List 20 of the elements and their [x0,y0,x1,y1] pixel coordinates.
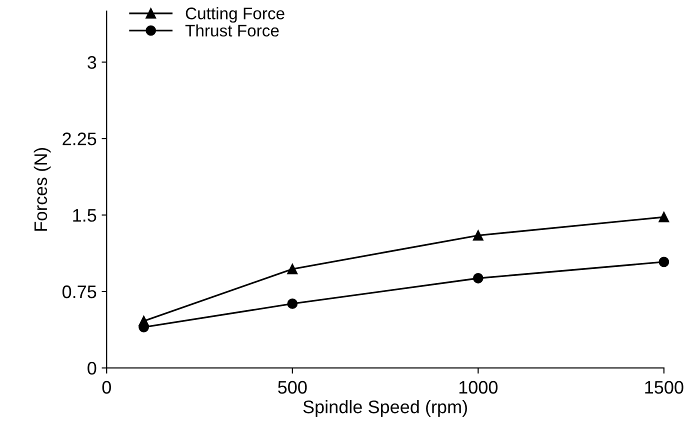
x-tick-label: 500 [278,380,307,394]
y-tick-label: 0.75 [62,285,96,298]
y-tick-label: 0 [88,362,96,375]
point [472,230,484,241]
x-axis-title: Spindle Speed (rpm) [303,400,467,417]
legend-label: Thrust Force [185,24,279,37]
x-tick-label: 1000 [459,380,498,394]
point [472,273,484,284]
point [658,256,670,268]
legend-label: Cutting Force [186,7,284,23]
y-tick-label: 3 [88,56,96,69]
y-axis-title: Forces (N) [34,148,51,231]
point [287,298,298,309]
y-tick-label: 2.25 [62,132,96,146]
point [287,264,298,274]
point [138,316,149,326]
point [658,212,670,222]
x-tick-label: 1500 [645,380,684,394]
x-tick-label: 0 [102,380,111,394]
y-tick-label: 1.5 [73,209,96,222]
